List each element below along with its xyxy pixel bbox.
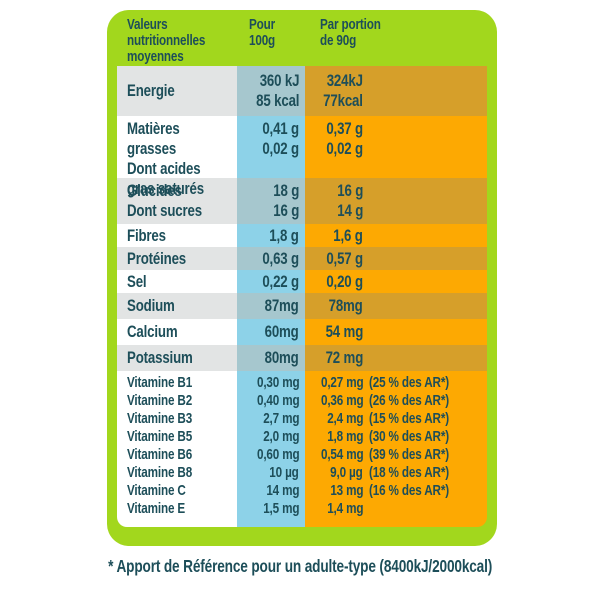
portion-value: 2,4 mg (326, 410, 363, 427)
row-sodium: Sodium 87mg 78mg (117, 293, 487, 319)
per100-value: 10 µg (269, 464, 300, 481)
portion-value: 1,6 g (305, 224, 487, 247)
vitamin-name: Vitamine B8 (127, 464, 193, 481)
portion-value: 54 mg (305, 319, 487, 345)
vitamin-name: Vitamine B3 (127, 410, 193, 427)
ar-note: (16 % des AR*) (369, 482, 449, 499)
header-per100-column: Pour 100g (237, 17, 305, 66)
portion-value: 0,54 mg (320, 446, 364, 463)
row-fibres: Fibres 1,8 g 1,6 g (117, 224, 487, 247)
vitamin-names-column: Vitamine B1 Vitamine B2 Vitamine B3 Vita… (117, 371, 237, 527)
portion-value: 0,36 mg (320, 392, 364, 409)
portion-value: 9,0 µg (330, 464, 364, 481)
ar-note: (39 % des AR*) (369, 446, 449, 463)
nutrient-label: Sel (117, 270, 237, 293)
portion-value: 1,4 mg (326, 500, 363, 517)
row-vitamines: Vitamine B1 Vitamine B2 Vitamine B3 Vita… (117, 371, 487, 527)
portion-value: 0,20 g (305, 270, 487, 293)
table-header: Valeurs nutritionnelles moyennes Pour 10… (117, 10, 487, 66)
vitamin-per100-column: 0,30 mg 0,40 mg 2,7 mg 2,0 mg 0,60 mg 10… (237, 371, 305, 527)
per100-value: 80mg (237, 345, 305, 371)
nutrient-label: Energie (117, 66, 237, 116)
portion-value: 13 mg (329, 482, 363, 499)
nutrition-table-card: Valeurs nutritionnelles moyennes Pour 10… (107, 10, 497, 546)
vitamin-name: Vitamine B1 (127, 374, 193, 391)
header-values-label: Valeurs nutritionnelles moyennes (127, 16, 206, 65)
portion-value: 0,27 mg (320, 374, 364, 391)
nutrient-label: Fibres (117, 224, 237, 247)
per100-value: 0,60 mg (256, 446, 300, 463)
vitamin-name: Vitamine B6 (127, 446, 193, 463)
per100-value: 0,30 mg (256, 374, 300, 391)
vitamin-portion-column: 0,27 mg (25 % des AR*) 0,36 mg (26 % des A… (305, 371, 487, 527)
per100-value: 60mg (237, 319, 305, 345)
portion-value: 1,8 mg (326, 428, 363, 445)
per100-value: 18 g 16 g (237, 178, 305, 224)
nutrient-label: Protéines (117, 247, 237, 270)
nutrient-label: Potassium (117, 345, 237, 371)
row-sel: Sel 0,22 g 0,20 g (117, 270, 487, 293)
vitamin-name: Vitamine B2 (127, 392, 193, 409)
header-portion-label: Par portion de 90g (320, 16, 381, 49)
ar-note: (30 % des AR*) (369, 428, 449, 445)
row-calcium: Calcium 60mg 54 mg (117, 319, 487, 345)
ar-note: (18 % des AR*) (369, 464, 449, 481)
nutrient-label: Glucides Dont sucres (117, 178, 237, 224)
per100-value: 2,0 mg (262, 428, 299, 445)
ar-note: (26 % des AR*) (369, 392, 449, 409)
portion-value: 72 mg (305, 345, 487, 371)
per100-value: 360 kJ 85 kcal (237, 66, 305, 116)
portion-value: 324kJ 77kcal (305, 66, 487, 116)
portion-value: 16 g 14 g (305, 178, 487, 224)
portion-value: 0,37 g 0,02 g (305, 116, 487, 178)
per100-value: 0,41 g 0,02 g (237, 116, 305, 178)
per100-value: 0,40 mg (256, 392, 300, 409)
header-portion-column: Par portion de 90g (305, 17, 487, 66)
nutrient-label: Calcium (117, 319, 237, 345)
vitamin-name: Vitamine C (127, 482, 186, 499)
table-body: Energie 360 kJ 85 kcal 324kJ 77kcal Mati… (117, 66, 487, 527)
row-matieres-grasses: Matières grasses Dont acides gras saturé… (117, 116, 487, 198)
header-per100-label: Pour 100g (249, 16, 276, 49)
row-energie: Energie 360 kJ 85 kcal 324kJ 77kcal (117, 66, 487, 116)
per100-value: 1,8 g (237, 224, 305, 247)
per100-value: 1,5 mg (262, 500, 299, 517)
header-values-column: Valeurs nutritionnelles moyennes (117, 17, 237, 66)
nutrient-label: Sodium (117, 293, 237, 319)
per100-value: 87mg (237, 293, 305, 319)
ar-note: (25 % des AR*) (369, 374, 449, 391)
per100-value: 14 mg (265, 482, 299, 499)
row-potassium: Potassium 80mg 72 mg (117, 345, 487, 371)
per100-value: 2,7 mg (262, 410, 299, 427)
nutrient-label: Matières grasses Dont acides gras saturé… (117, 116, 237, 198)
per100-value: 0,22 g (237, 270, 305, 293)
row-glucides: Glucides Dont sucres 18 g 16 g 16 g 14 g (117, 178, 487, 224)
vitamin-name: Vitamine B5 (127, 428, 193, 445)
ar-note: (15 % des AR*) (369, 410, 449, 427)
row-proteines: Protéines 0,63 g 0,57 g (117, 247, 487, 270)
portion-value: 0,57 g (305, 247, 487, 270)
reference-footnote: * Apport de Référence pour un adulte-typ… (107, 556, 493, 576)
portion-value: 78mg (305, 293, 487, 319)
per100-value: 0,63 g (237, 247, 305, 270)
vitamin-name: Vitamine E (127, 500, 186, 517)
